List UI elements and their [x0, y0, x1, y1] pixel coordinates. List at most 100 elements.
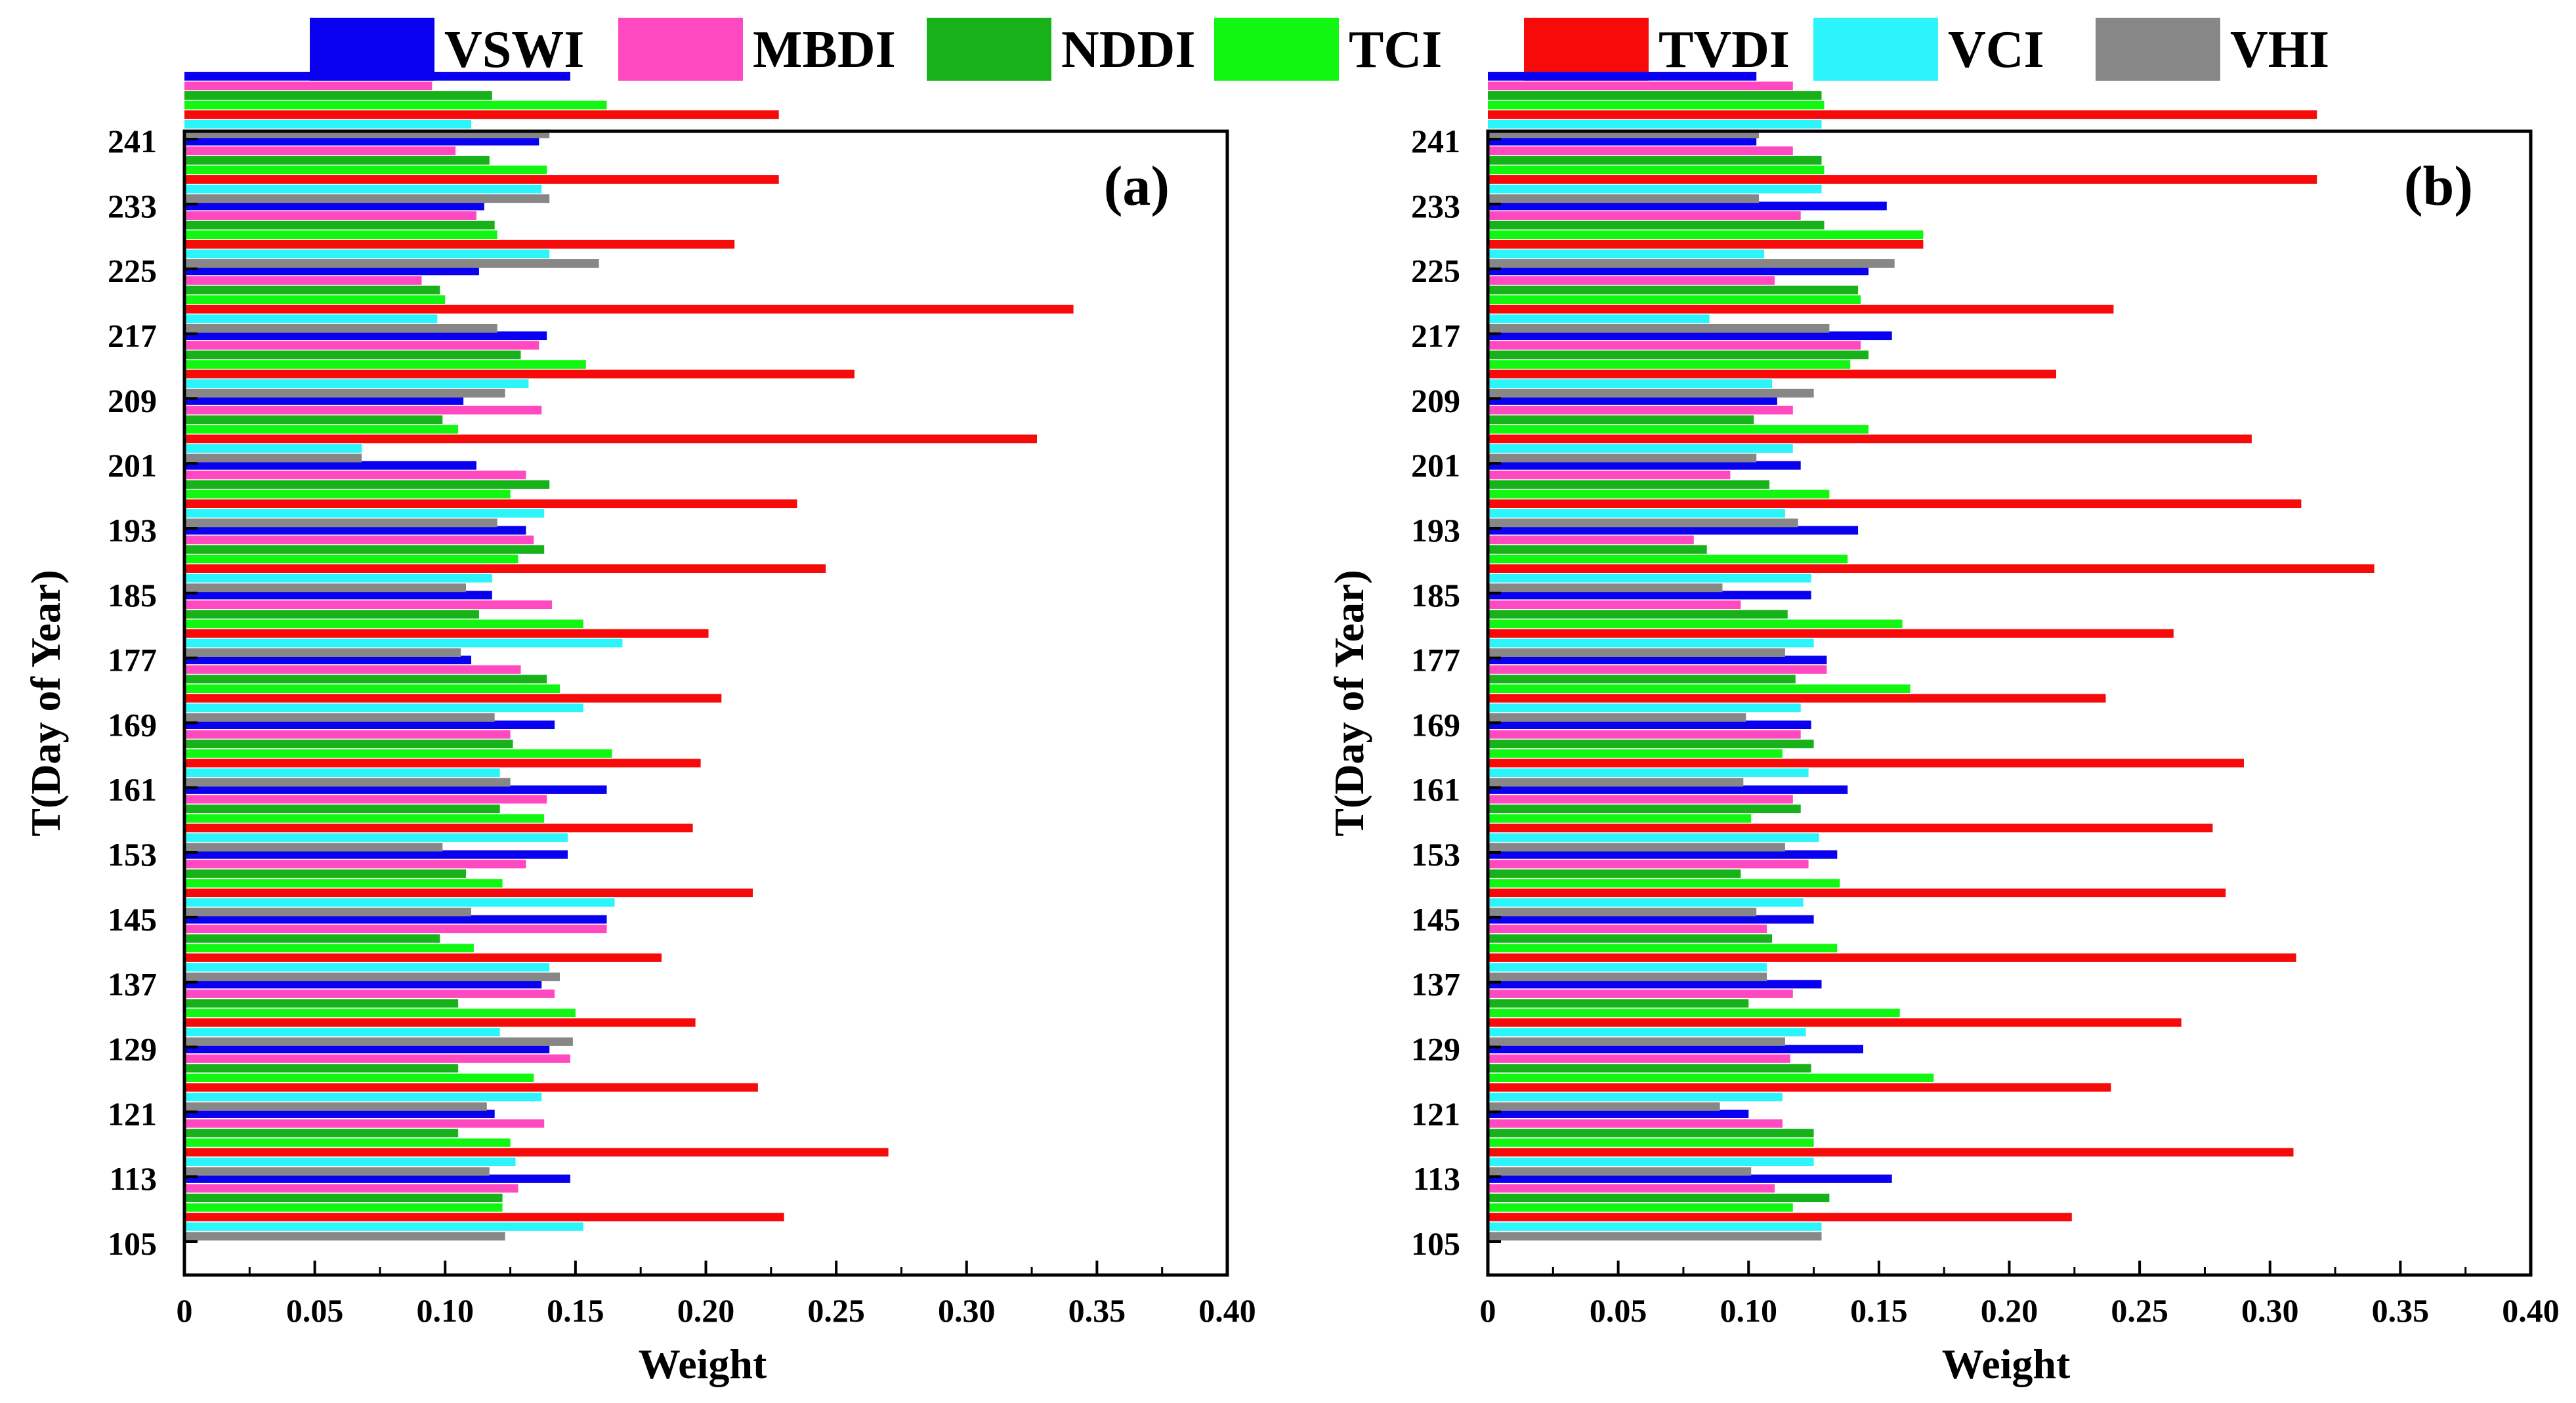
bar-a-tvdi-177	[184, 629, 709, 638]
bar-b-tci-145	[1488, 879, 1840, 888]
bar-a-tvdi-113	[184, 1148, 889, 1157]
bar-b-vci-241	[1488, 119, 1822, 129]
bar-a-mbdi-121	[184, 1054, 570, 1063]
bar-a-vswi-217	[184, 266, 479, 276]
bar-b-mbdi-153	[1488, 795, 1793, 804]
bar-a-vswi-241	[184, 72, 570, 81]
bar-a-vswi-129	[184, 980, 542, 989]
bar-b-tci-209	[1488, 360, 1851, 369]
y-tick-label-a-225: 225	[108, 253, 157, 289]
y-tick-label-b-241: 241	[1411, 123, 1460, 159]
bar-a-vswi-209	[184, 331, 547, 341]
bar-b-vci-129	[1488, 1028, 1806, 1037]
bar-a-nddi-169	[184, 675, 547, 684]
bar-a-mbdi-193	[184, 471, 526, 480]
bar-a-mbdi-153	[184, 795, 547, 804]
bar-a-vhi-209	[184, 388, 505, 398]
legend-label-vswi: VSWI	[444, 21, 584, 79]
bar-a-vswi-233	[184, 136, 539, 146]
bar-b-vhi-153	[1488, 843, 1785, 852]
bar-b-vswi-209	[1488, 331, 1892, 341]
bar-b-nddi-137	[1488, 934, 1772, 943]
y-tick-label-b-185: 185	[1411, 577, 1460, 614]
bar-a-tci-217	[184, 295, 446, 304]
bar-a-vhi-121	[184, 1102, 487, 1111]
bar-a-tci-185	[184, 555, 518, 564]
bar-b-vci-193	[1488, 509, 1785, 518]
bar-a-tvdi-193	[184, 499, 797, 509]
bar-b-vswi-177	[1488, 591, 1811, 600]
bar-b-mbdi-169	[1488, 665, 1827, 674]
bar-a-vswi-137	[184, 915, 607, 924]
x-tick-label-a-4: 0.20	[677, 1292, 735, 1329]
bar-a-mbdi-161	[184, 730, 511, 739]
x-tick-label-a-0: 0	[177, 1292, 193, 1329]
bar-b-vci-113	[1488, 1158, 1814, 1166]
bar-b-nddi-225	[1488, 220, 1825, 230]
legend-label-nddi: NDDI	[1061, 21, 1195, 79]
bar-a-mbdi-217	[184, 276, 422, 285]
bar-b-vhi-169	[1488, 713, 1746, 722]
bar-b-vswi-225	[1488, 201, 1887, 211]
bar-b-mbdi-193	[1488, 471, 1731, 480]
bar-a-nddi-145	[184, 869, 466, 878]
bar-a-tvdi-121	[184, 1083, 758, 1092]
legend-swatch-mbdi	[618, 18, 743, 81]
bar-a-vhi-161	[184, 778, 511, 787]
bar-b-tci-105	[1488, 1203, 1793, 1212]
legend-swatch-vci	[1813, 18, 1938, 81]
bar-b-nddi-241	[1488, 91, 1822, 100]
y-tick-label-a-129: 129	[108, 1031, 157, 1068]
y-tick-label-a-209: 209	[108, 382, 157, 419]
bar-a-mbdi-201	[184, 406, 542, 415]
bar-b-tci-113	[1488, 1138, 1814, 1147]
bar-b-vci-209	[1488, 379, 1772, 388]
bar-b-vswi-105	[1488, 1174, 1892, 1183]
y-tick-label-b-137: 137	[1411, 966, 1460, 1003]
bar-a-vci-169	[184, 703, 583, 713]
bar-a-tci-113	[184, 1138, 511, 1147]
legend-label-vhi: VHI	[2230, 21, 2329, 79]
bar-b-vhi-129	[1488, 1037, 1785, 1046]
bar-a-tvdi-145	[184, 889, 753, 898]
bar-b-vhi-113	[1488, 1167, 1752, 1176]
bar-a-tci-209	[184, 360, 586, 369]
bar-a-tci-241	[184, 100, 607, 110]
bar-b-vhi-145	[1488, 908, 1757, 917]
bar-b-tvdi-137	[1488, 953, 2296, 962]
bar-a-nddi-113	[184, 1129, 459, 1138]
bar-b-vswi-113	[1488, 1110, 1749, 1118]
bar-a-nddi-137	[184, 934, 440, 943]
bar-a-vci-233	[184, 184, 542, 194]
bar-a-mbdi-209	[184, 341, 539, 350]
bar-b-tci-121	[1488, 1074, 1934, 1082]
bar-b-vci-201	[1488, 444, 1793, 453]
bar-b-vswi-185	[1488, 526, 1859, 535]
bar-b-tci-129	[1488, 1009, 1900, 1018]
bar-b-vhi-217	[1488, 324, 1830, 333]
bar-b-nddi-193	[1488, 480, 1769, 489]
bar-b-vci-177	[1488, 639, 1814, 648]
bar-b-vswi-129	[1488, 980, 1822, 989]
bar-a-vhi-113	[184, 1167, 490, 1176]
bar-a-vswi-225	[184, 201, 484, 211]
bar-a-nddi-153	[184, 805, 500, 814]
bar-b-tvdi-193	[1488, 499, 2302, 509]
bar-b-tvdi-105	[1488, 1213, 2072, 1222]
bar-b-mbdi-105	[1488, 1184, 1775, 1193]
bar-b-nddi-153	[1488, 805, 1801, 814]
x-tick-label-a-8: 0.40	[1198, 1292, 1256, 1329]
bar-b-vswi-153	[1488, 785, 1848, 794]
y-tick-label-a-177: 177	[108, 642, 157, 679]
bar-a-mbdi-129	[184, 989, 555, 998]
y-tick-label-b-169: 169	[1411, 706, 1460, 743]
bar-a-mbdi-177	[184, 600, 553, 609]
y-tick-label-a-193: 193	[108, 512, 157, 549]
bar-a-nddi-233	[184, 156, 490, 165]
bar-b-tvdi-241	[1488, 110, 2317, 119]
y-tick-label-b-193: 193	[1411, 512, 1460, 549]
y-tick-label-a-153: 153	[108, 836, 157, 873]
bar-a-nddi-225	[184, 220, 495, 230]
bar-b-tci-241	[1488, 100, 1825, 110]
bar-a-tvdi-201	[184, 434, 1037, 444]
